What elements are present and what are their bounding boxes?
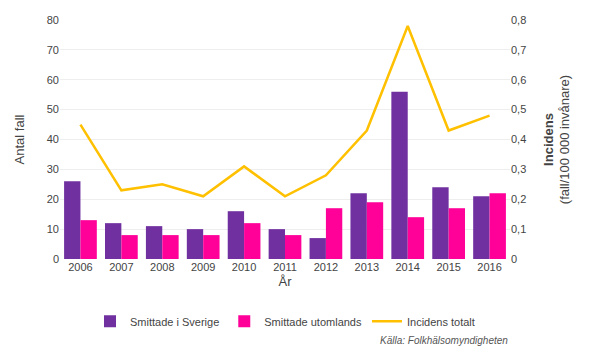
svg-text:2010: 2010 (232, 261, 256, 273)
svg-text:2012: 2012 (314, 261, 338, 273)
svg-text:0,7: 0,7 (511, 44, 526, 56)
svg-text:2007: 2007 (109, 261, 133, 273)
svg-text:Incidens(fall/100 000 invånare: Incidens(fall/100 000 invånare) (541, 75, 573, 204)
svg-text:80: 80 (47, 14, 59, 26)
svg-text:0: 0 (511, 253, 517, 265)
svg-text:2009: 2009 (191, 261, 215, 273)
svg-text:0,1: 0,1 (511, 223, 526, 235)
svg-text:10: 10 (47, 223, 59, 235)
svg-text:0,3: 0,3 (511, 163, 526, 175)
svg-text:Antal fall: Antal fall (12, 114, 27, 164)
svg-text:0,6: 0,6 (511, 74, 526, 86)
svg-text:0,2: 0,2 (511, 193, 526, 205)
svg-text:20: 20 (47, 193, 59, 205)
svg-text:2011: 2011 (273, 261, 297, 273)
svg-text:2015: 2015 (436, 261, 460, 273)
svg-text:50: 50 (47, 103, 59, 115)
svg-text:60: 60 (47, 74, 59, 86)
svg-text:Källa: Folkhälsomyndigheten: Källa: Folkhälsomyndigheten (380, 335, 508, 346)
svg-text:40: 40 (47, 133, 59, 145)
svg-text:2013: 2013 (355, 261, 379, 273)
svg-text:0: 0 (53, 253, 59, 265)
svg-text:70: 70 (47, 44, 59, 56)
svg-text:2006: 2006 (68, 261, 92, 273)
svg-text:0,5: 0,5 (511, 103, 526, 115)
svg-text:2014: 2014 (395, 261, 419, 273)
svg-text:År: År (279, 274, 293, 289)
svg-text:30: 30 (47, 163, 59, 175)
svg-text:2008: 2008 (150, 261, 174, 273)
svg-text:Smittade i Sverige: Smittade i Sverige (130, 316, 219, 328)
svg-text:Incidens totalt: Incidens totalt (407, 316, 475, 328)
svg-text:0,4: 0,4 (511, 133, 526, 145)
svg-text:2016: 2016 (477, 261, 501, 273)
svg-text:0,8: 0,8 (511, 14, 526, 26)
svg-text:Smittade utomlands: Smittade utomlands (264, 316, 362, 328)
